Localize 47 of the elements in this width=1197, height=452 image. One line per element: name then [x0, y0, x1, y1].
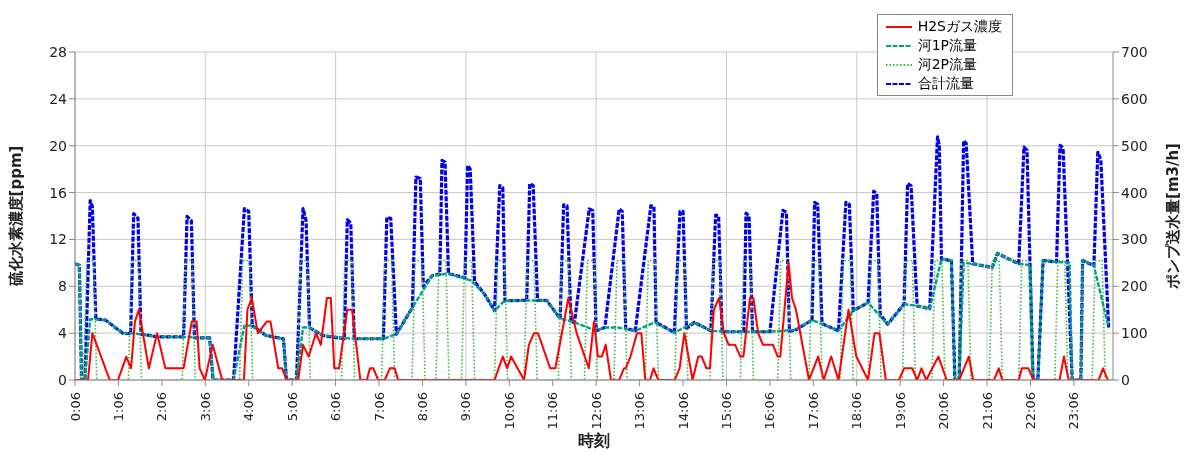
- y2-tick-label: 100: [1121, 325, 1148, 342]
- x-tick-label: 16:06: [762, 392, 778, 430]
- x-tick-label: 8:06: [414, 392, 430, 422]
- y-tick-label: 20: [49, 137, 67, 154]
- legend-label: 合計流量: [917, 74, 974, 93]
- x-tick-label: 17:06: [805, 392, 821, 430]
- legend-label: 河2P流量: [917, 55, 978, 74]
- y-tick-label: 8: [58, 278, 67, 295]
- y-tick-label: 4: [58, 325, 68, 342]
- x-tick-label: 3:06: [197, 392, 213, 422]
- x-tick-label: 0:06: [67, 392, 83, 422]
- x-tick-label: 14:06: [675, 392, 691, 430]
- x-tick-label: 22:06: [1022, 392, 1038, 430]
- x-tick-label: 7:06: [371, 392, 387, 422]
- x-tick-label: 9:06: [458, 392, 474, 422]
- x-tick-label: 2:06: [154, 392, 170, 422]
- x-axis-title: 時刻: [578, 431, 610, 450]
- y2-tick-label: 0: [1121, 371, 1130, 388]
- x-tick-label: 13:06: [632, 392, 648, 430]
- x-tick-label: 20:06: [936, 392, 952, 430]
- y2-tick-label: 500: [1121, 137, 1148, 154]
- legend-label: H2Sガス濃度: [917, 17, 1002, 36]
- y2-tick-label: 600: [1121, 90, 1148, 107]
- y-tick-label: 16: [49, 184, 68, 201]
- x-tick-label: 10:06: [501, 392, 517, 430]
- y-tick-label: 28: [49, 43, 67, 60]
- x-tick-label: 18:06: [849, 392, 865, 430]
- y-axis-title: 硫化水素濃度[ppm]: [7, 145, 26, 288]
- x-tick-label: 23:06: [1066, 392, 1082, 430]
- y2-tick-label: 200: [1121, 278, 1148, 295]
- legend-label: 河1P流量: [917, 36, 978, 55]
- x-tick-label: 21:06: [979, 392, 995, 430]
- x-tick-label: 11:06: [545, 392, 561, 430]
- y-tick-label: 12: [49, 231, 67, 248]
- y2-axis-title: ポンプ送水量[m3/h]: [1164, 143, 1183, 290]
- y2-tick-label: 300: [1121, 231, 1148, 248]
- y-tick-label: 0: [58, 371, 67, 388]
- x-tick-label: 1:06: [110, 392, 126, 422]
- y2-tick-label: 700: [1121, 43, 1148, 60]
- x-tick-label: 15:06: [718, 392, 734, 430]
- x-tick-label: 12:06: [588, 392, 604, 430]
- y-tick-label: 24: [49, 90, 68, 107]
- x-tick-label: 6:06: [328, 392, 344, 422]
- x-tick-label: 19:06: [892, 392, 908, 430]
- x-tick-label: 5:06: [284, 392, 300, 422]
- y2-tick-label: 400: [1121, 184, 1148, 201]
- x-tick-label: 4:06: [241, 392, 257, 422]
